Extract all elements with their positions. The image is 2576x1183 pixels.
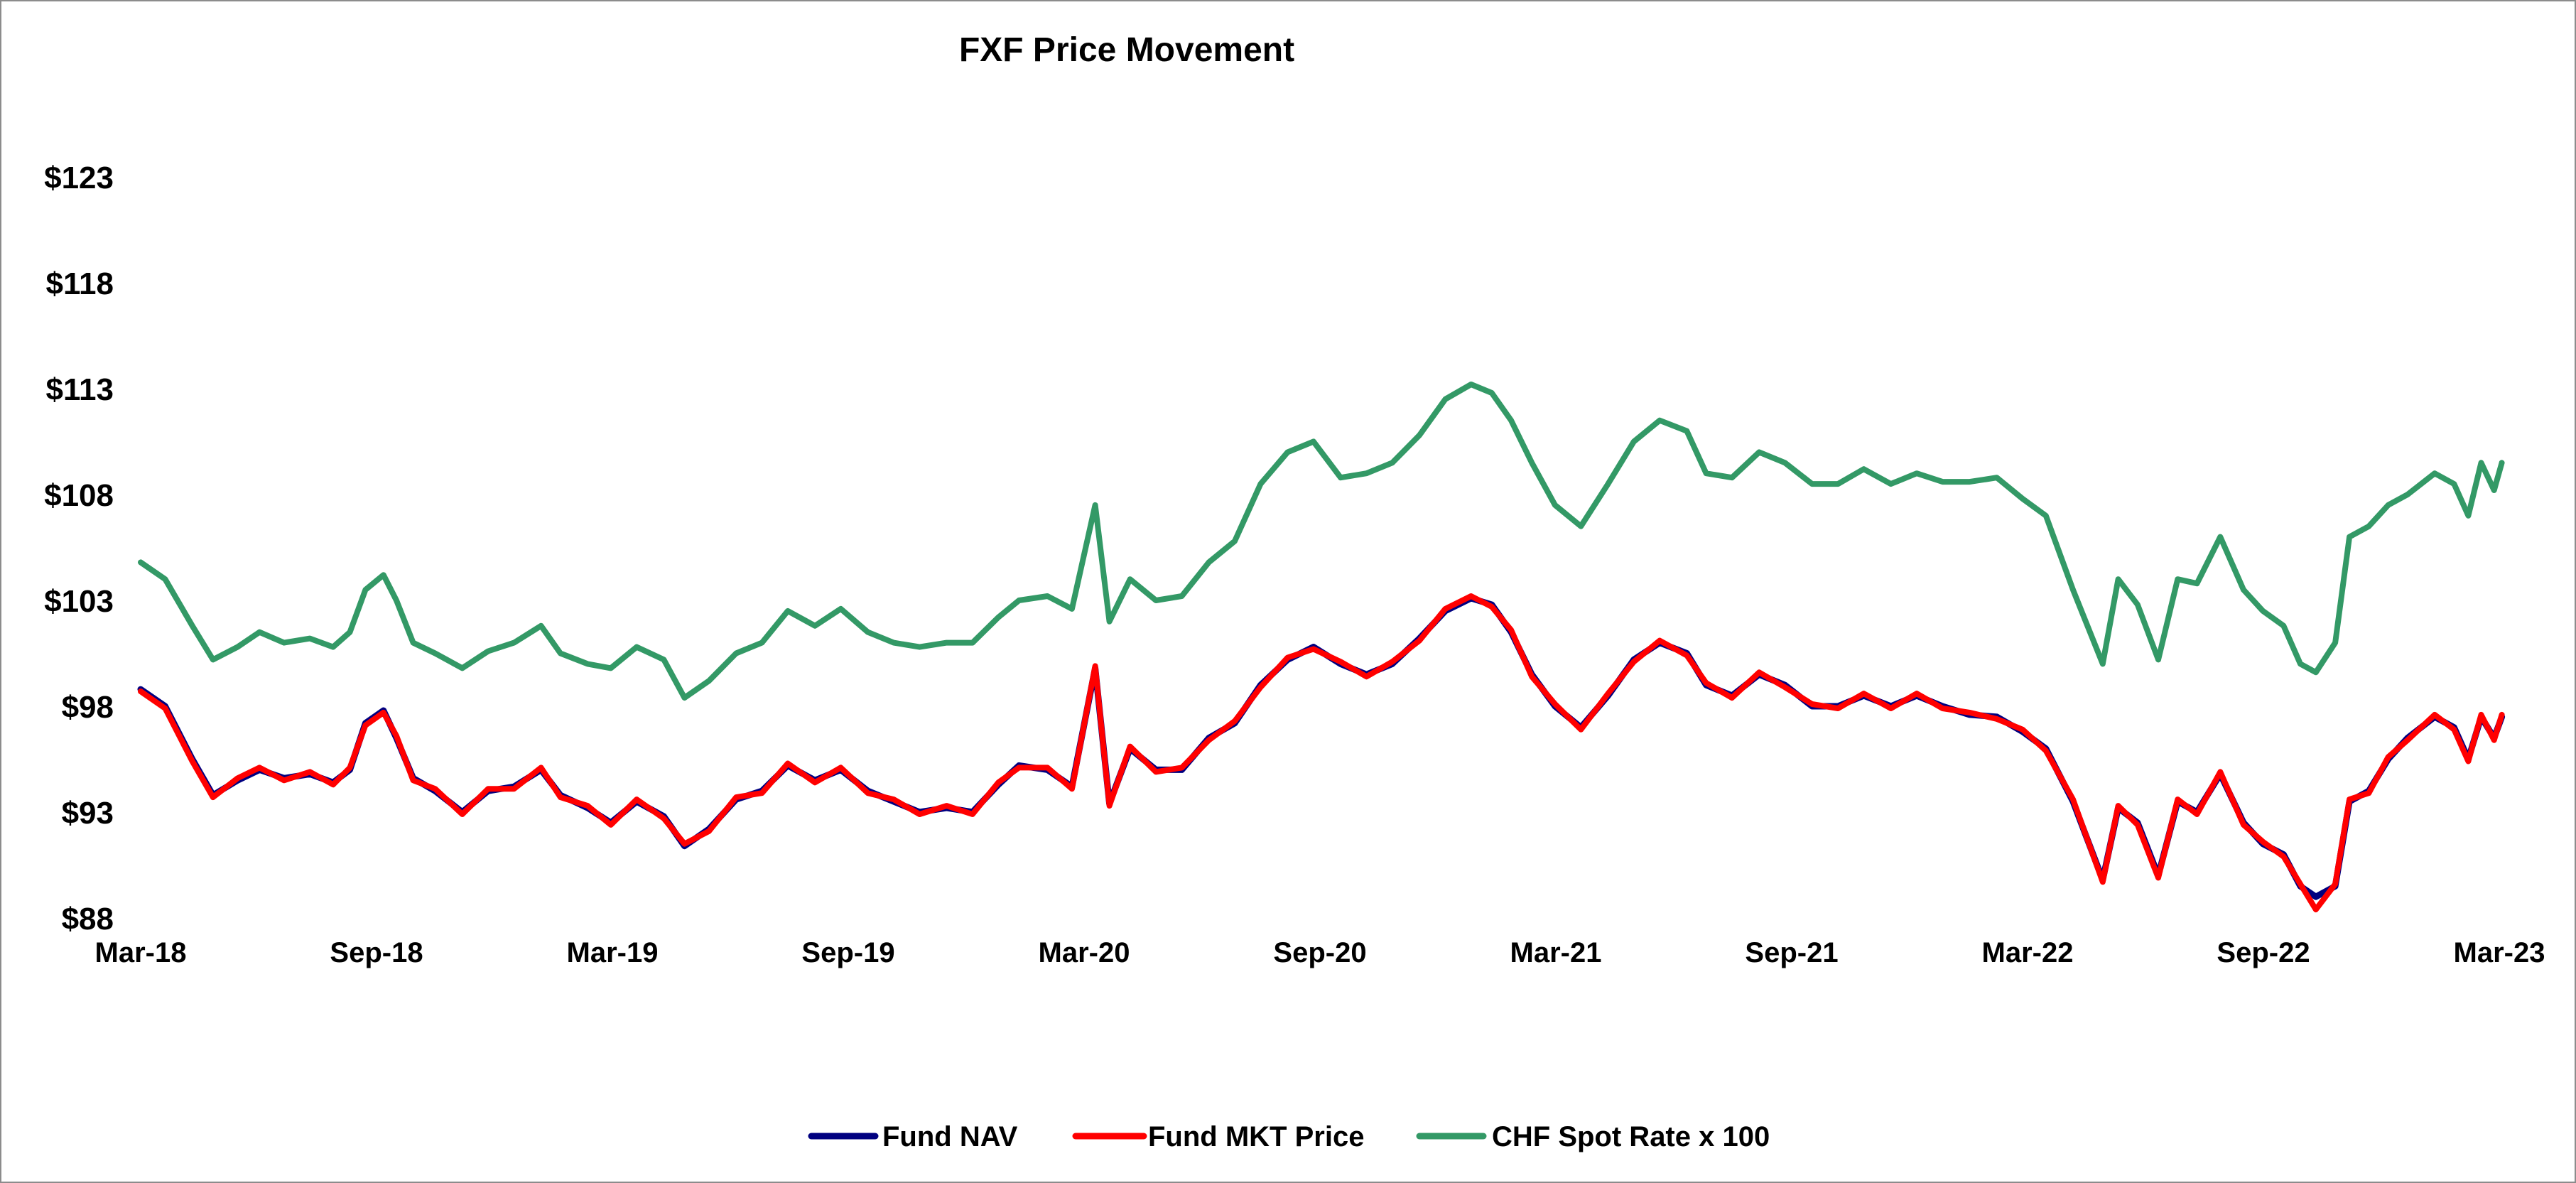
y-tick-label: $123 <box>44 161 114 195</box>
legend-label: Fund NAV <box>882 1121 1018 1152</box>
y-tick-label: $108 <box>44 478 114 513</box>
y-tick-label: $113 <box>46 372 114 407</box>
x-tick-label: Mar-22 <box>1982 937 2074 968</box>
y-tick-label: $88 <box>62 902 114 936</box>
y-axis-ticks: $88 $93 $98 $103 $108 $113 $118 $123 <box>44 161 114 936</box>
x-tick-label: Sep-21 <box>1745 937 1838 968</box>
x-tick-label: Mar-21 <box>1510 937 1602 968</box>
x-tick-label: Mar-18 <box>95 937 187 968</box>
legend: Fund NAV Fund MKT Price CHF Spot Rate x 10… <box>808 1121 1770 1152</box>
x-axis-ticks: Mar-18 Sep-18 Mar-19 Sep-19 Mar-20 Sep-20 Mar-… <box>95 937 2545 968</box>
series-line-1 <box>138 593 2505 913</box>
x-tick-label: Mar-19 <box>567 937 659 968</box>
x-tick-label: Sep-22 <box>2217 937 2310 968</box>
chart-title: FXF Price Movement <box>959 31 1294 69</box>
y-tick-label: $93 <box>62 796 114 831</box>
y-tick-label: $98 <box>62 690 114 725</box>
x-tick-label: Sep-19 <box>801 937 894 968</box>
x-tick-label: Mar-23 <box>2454 937 2545 968</box>
x-tick-label: Mar-20 <box>1039 937 1130 968</box>
y-tick-label: $118 <box>46 266 114 301</box>
y-tick-label: $103 <box>44 584 114 619</box>
x-tick-label: Sep-18 <box>330 937 423 968</box>
legend-label: Fund MKT Price <box>1148 1121 1364 1152</box>
series-line-2 <box>138 382 2505 701</box>
legend-label: CHF Spot Rate x 100 <box>1492 1121 1770 1152</box>
x-tick-label: Sep-20 <box>1273 937 1366 968</box>
series-lines <box>137 382 2506 913</box>
